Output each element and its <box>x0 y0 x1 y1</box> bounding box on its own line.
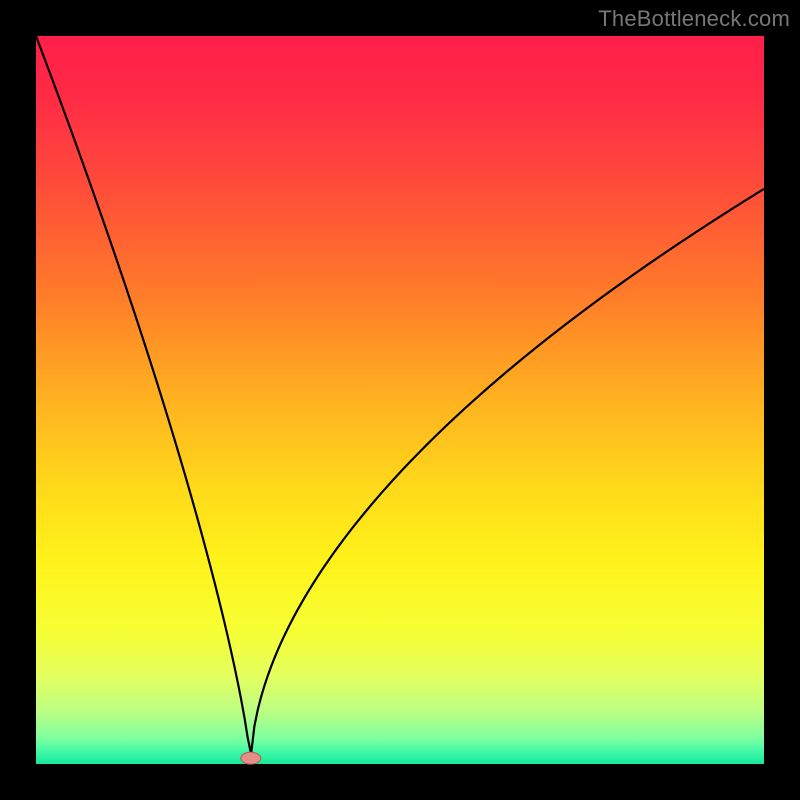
chart-container: TheBottleneck.com <box>0 0 800 800</box>
bottleneck-curve-chart <box>0 0 800 800</box>
plot-background-gradient <box>36 36 764 764</box>
watermark-text: TheBottleneck.com <box>598 6 790 32</box>
minimum-marker <box>241 752 261 764</box>
